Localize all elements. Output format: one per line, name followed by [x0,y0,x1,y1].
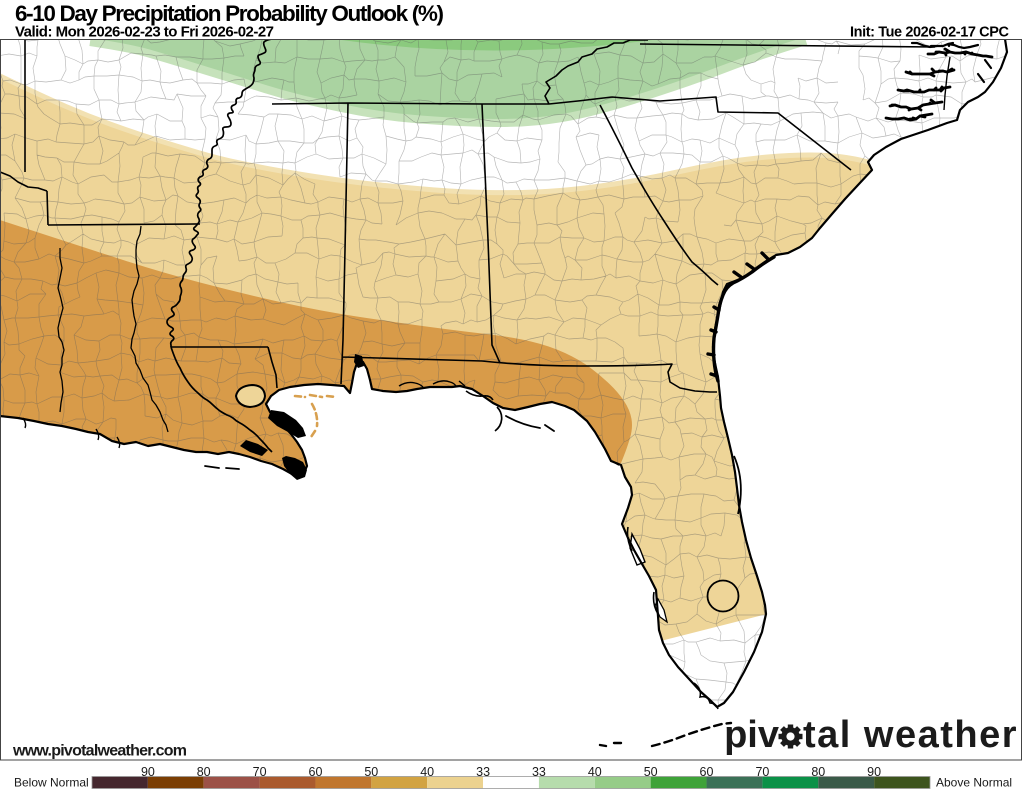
svg-text:Init: Tue 2026-02-17 CPC: Init: Tue 2026-02-17 CPC [850,24,1010,40]
svg-text:50: 50 [644,765,658,779]
svg-text:piv: piv [724,714,779,756]
svg-text:60: 60 [700,765,714,779]
svg-text:40: 40 [420,765,434,779]
svg-text:Below Normal: Below Normal [14,776,89,790]
svg-text:90: 90 [867,765,881,779]
svg-text:33: 33 [476,765,490,779]
svg-text:80: 80 [811,765,825,779]
svg-text:www.pivotalweather.com: www.pivotalweather.com [12,743,187,760]
svg-text:80: 80 [197,765,211,779]
svg-text:70: 70 [253,765,267,779]
svg-text:70: 70 [755,765,769,779]
svg-text:90: 90 [141,765,155,779]
svg-text:6-10 Day Precipitation Probabi: 6-10 Day Precipitation Probability Outlo… [15,1,444,26]
svg-text:Above Normal: Above Normal [936,776,1012,790]
svg-text:tal weather: tal weather [803,714,1018,756]
svg-text:40: 40 [588,765,602,779]
svg-text:60: 60 [309,765,323,779]
svg-text:33: 33 [532,765,546,779]
svg-text:Valid: Mon 2026-02-23 to Fri 2: Valid: Mon 2026-02-23 to Fri 2026-02-27 [15,24,274,41]
svg-text:50: 50 [364,765,378,779]
